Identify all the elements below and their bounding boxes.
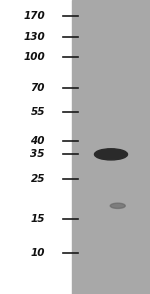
Text: 100: 100 (23, 52, 45, 62)
Bar (72, 0, 150, 294)
Text: 35: 35 (30, 149, 45, 159)
Text: 70: 70 (30, 83, 45, 93)
Text: 130: 130 (23, 32, 45, 42)
Ellipse shape (94, 149, 128, 160)
Text: 170: 170 (23, 11, 45, 21)
Text: 55: 55 (30, 107, 45, 117)
Ellipse shape (110, 203, 125, 208)
Text: 15: 15 (30, 214, 45, 224)
Text: 25: 25 (30, 174, 45, 184)
Text: 10: 10 (30, 248, 45, 258)
Text: 40: 40 (30, 136, 45, 146)
